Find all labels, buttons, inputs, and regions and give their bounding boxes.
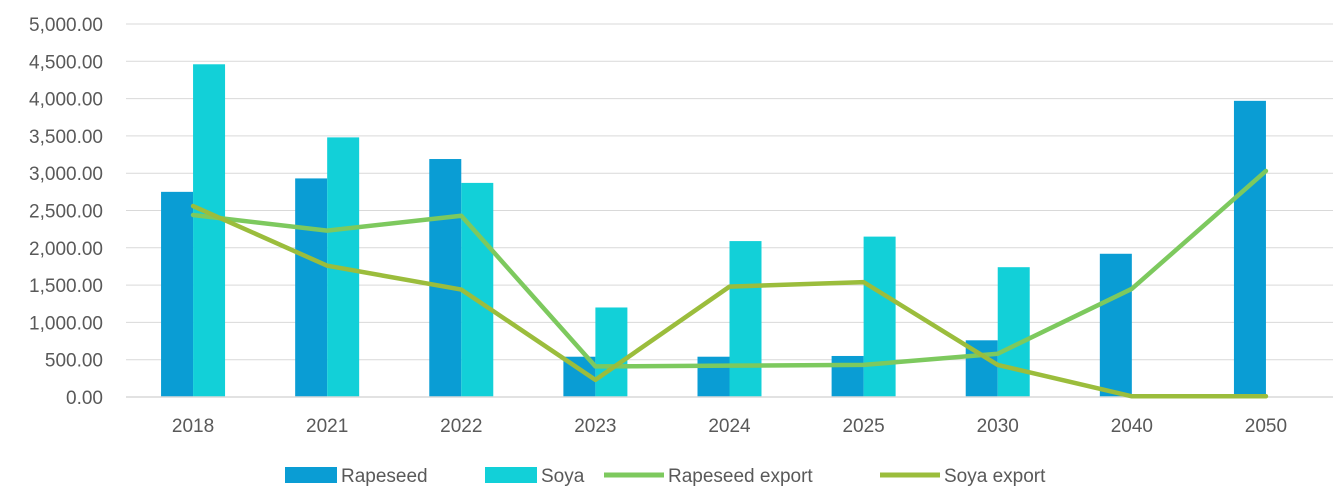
y-tick-label: 0.00 xyxy=(66,388,103,409)
bar-rapeseed xyxy=(831,355,864,397)
x-tick-label: 2024 xyxy=(708,416,751,437)
bar-soya xyxy=(461,182,494,397)
x-tick-label: 2018 xyxy=(172,416,214,437)
x-tick-label: 2050 xyxy=(1245,416,1287,437)
bar-rapeseed xyxy=(429,159,462,397)
y-tick-label: 3,000.00 xyxy=(29,164,103,185)
y-tick-label: 1,000.00 xyxy=(29,313,103,334)
y-axis-ticks: 0.00 500.00 1,000.00 1,500.00 2,000.00 2,500.… xyxy=(29,15,103,409)
x-axis-ticks: 2018 2021 2022 2023 2024 2025 2030 2040 2050 xyxy=(172,416,1287,437)
bar-rapeseed xyxy=(161,191,194,397)
lines xyxy=(190,168,1269,399)
bar-rapeseed xyxy=(1099,253,1132,397)
legend-label-rapeseed: Rapeseed xyxy=(341,466,428,487)
legend-label-rapeseed-export: Rapeseed export xyxy=(668,466,813,487)
bar-soya xyxy=(193,64,226,397)
legend-swatch-rapeseed xyxy=(285,467,337,483)
bar-rapeseed xyxy=(697,356,730,397)
legend-label-soya: Soya xyxy=(541,466,585,487)
x-tick-label: 2040 xyxy=(1111,416,1153,437)
y-tick-label: 2,500.00 xyxy=(29,202,103,223)
line-soya-export xyxy=(190,203,1269,399)
bar-soya xyxy=(863,236,896,397)
bars xyxy=(161,64,1266,397)
legend-label-soya-export: Soya export xyxy=(944,466,1046,487)
x-tick-label: 2023 xyxy=(574,416,616,437)
y-tick-label: 5,000.00 xyxy=(29,15,103,36)
bar-soya xyxy=(729,241,762,397)
bar-soya xyxy=(997,267,1030,397)
y-tick-label: 4,500.00 xyxy=(29,52,103,73)
x-tick-label: 2022 xyxy=(440,416,482,437)
line-rapeseed-export xyxy=(190,168,1269,369)
x-tick-label: 2021 xyxy=(306,416,348,437)
bar-soya xyxy=(595,307,628,397)
x-tick-label: 2030 xyxy=(977,416,1019,437)
y-tick-label: 500.00 xyxy=(45,351,103,372)
y-tick-label: 4,000.00 xyxy=(29,90,103,111)
y-tick-label: 2,000.00 xyxy=(29,239,103,260)
y-tick-label: 1,500.00 xyxy=(29,276,103,297)
bar-rapeseed xyxy=(295,178,328,397)
legend-swatch-soya xyxy=(485,467,537,483)
x-tick-label: 2025 xyxy=(842,416,884,437)
y-tick-label: 3,500.00 xyxy=(29,127,103,148)
bar-rapeseed xyxy=(1233,100,1266,397)
legend: Rapeseed Soya Rapeseed export Soya export xyxy=(285,466,1046,487)
